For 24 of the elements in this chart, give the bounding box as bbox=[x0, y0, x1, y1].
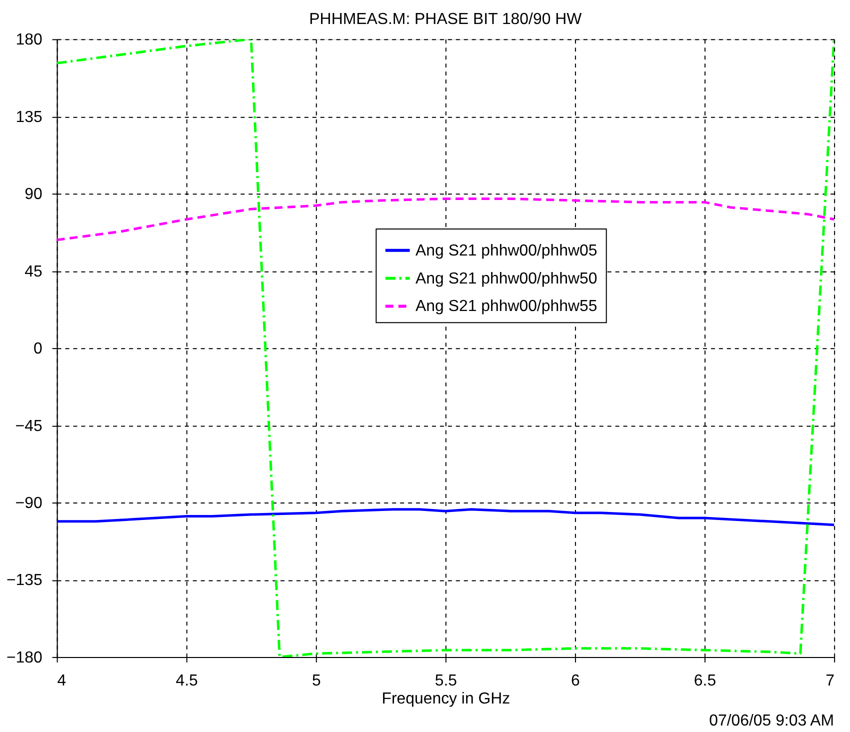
legend-label: Ang S21 phhw00/phhw55 bbox=[416, 298, 598, 316]
x-tick-label: 5.5 bbox=[434, 672, 458, 690]
y-tick-label: −135 bbox=[6, 572, 42, 590]
x-tick-label: 4 bbox=[57, 672, 66, 690]
line-series bbox=[56, 508, 834, 526]
x-tick-label: 6.5 bbox=[694, 672, 716, 690]
y-tick-label: −45 bbox=[15, 418, 42, 435]
x-tick-label: 6 bbox=[571, 672, 580, 690]
chart-title: PHHMEAS.M: PHASE BIT 180/90 HW bbox=[309, 11, 582, 28]
x-axis-title: Frequency in GHz bbox=[382, 690, 510, 708]
y-tick-label: −180 bbox=[6, 649, 42, 666]
x-tick-label: 5 bbox=[312, 672, 321, 690]
y-tick-label: 135 bbox=[16, 108, 42, 126]
legend-label: Ang S21 phhw00/phhw50 bbox=[416, 270, 598, 288]
y-tick-label: 180 bbox=[16, 32, 42, 49]
y-tick-label: 0 bbox=[33, 340, 42, 358]
y-tick-label: −90 bbox=[15, 495, 42, 512]
legend-label: Ang S21 phhw00/phhw05 bbox=[416, 242, 598, 260]
text: 07/06/05 9:03 AM bbox=[709, 712, 834, 730]
line-series bbox=[56, 198, 834, 242]
y-tick-label: 45 bbox=[24, 263, 42, 280]
y-tick-label: 90 bbox=[24, 186, 42, 204]
x-tick-label: 7 bbox=[826, 672, 835, 690]
x-tick-label: 4.5 bbox=[176, 672, 198, 690]
